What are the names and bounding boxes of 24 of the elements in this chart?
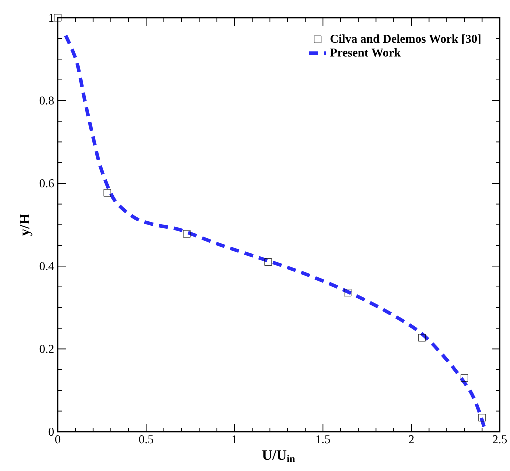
x-tick-label: 0.5 <box>139 436 154 444</box>
legend-label: Present Work <box>330 48 401 57</box>
point <box>183 230 191 238</box>
x-tick-label: 0 <box>55 436 61 444</box>
point <box>478 414 486 422</box>
y-tick-label: 0.2 <box>40 345 54 354</box>
point <box>104 189 112 197</box>
y-tick-label: 0.6 <box>40 180 54 188</box>
x-tick-label: 1.5 <box>316 436 330 444</box>
x-tick-label: 2 <box>409 436 414 444</box>
point <box>54 14 62 22</box>
y-axis-title: y/H <box>20 214 33 236</box>
point <box>418 334 426 342</box>
y-tick-label: 1 <box>50 14 54 22</box>
y-tick-label: 0.4 <box>40 262 54 270</box>
point <box>460 374 468 382</box>
legend-label: Cilva and Delemos Work [30] <box>330 34 481 45</box>
y-tick-label: 0.8 <box>40 96 54 105</box>
x-tick-label: 2.5 <box>493 436 508 444</box>
point <box>344 289 352 297</box>
point <box>264 258 272 266</box>
x-tick-label: 1 <box>232 436 238 444</box>
x-axis-title: U/U$_{in}$ <box>262 450 296 462</box>
y-tick-label: 0 <box>48 428 54 436</box>
